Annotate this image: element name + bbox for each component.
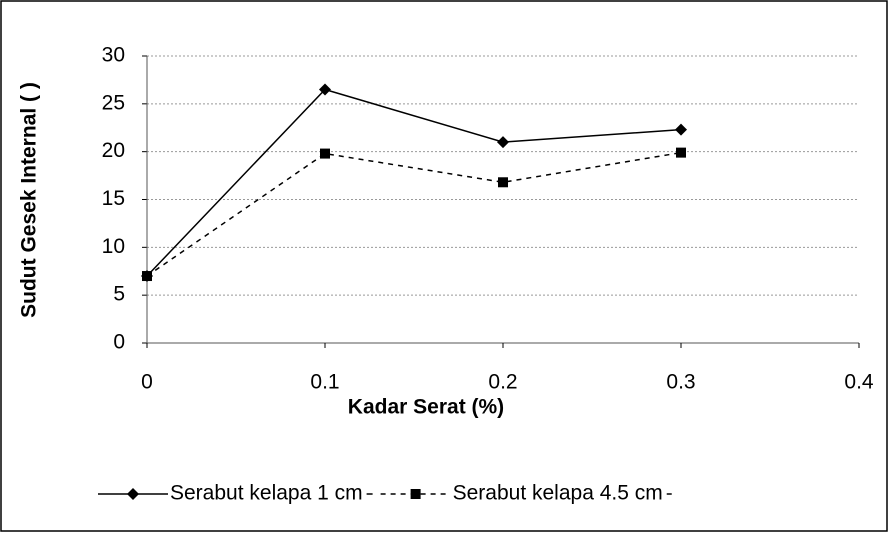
marker <box>676 147 686 158</box>
y-tick-label: 20 <box>102 139 125 162</box>
x-axis-label: Kadar Serat (%) <box>348 396 504 419</box>
y-tick-label: 5 <box>113 283 125 306</box>
legend-label: Serabut kelapa 1 cm <box>170 482 363 505</box>
marker <box>142 271 152 282</box>
x-tick-label: 0.2 <box>488 371 517 394</box>
y-tick-label: 10 <box>102 235 125 258</box>
y-tick-label: 15 <box>102 187 125 210</box>
x-tick-label: 0.4 <box>844 371 874 394</box>
y-tick-label: 30 <box>102 44 125 67</box>
y-axis-label: Sudut Gesek Internal ( ) <box>18 82 41 318</box>
x-tick-label: 0.3 <box>666 371 695 394</box>
marker <box>410 489 421 499</box>
marker <box>675 123 687 136</box>
y-tick-label: 0 <box>113 331 125 354</box>
marker <box>320 148 330 159</box>
x-tick-label: 0.1 <box>310 371 339 394</box>
marker <box>497 136 509 149</box>
y-tick-label: 25 <box>102 91 125 114</box>
marker <box>127 488 139 500</box>
marker <box>498 177 508 188</box>
legend-label: Serabut kelapa 4.5 cm <box>453 482 663 505</box>
marker <box>319 83 331 96</box>
x-tick-label: 0 <box>141 371 153 394</box>
series-line <box>146 88 682 277</box>
